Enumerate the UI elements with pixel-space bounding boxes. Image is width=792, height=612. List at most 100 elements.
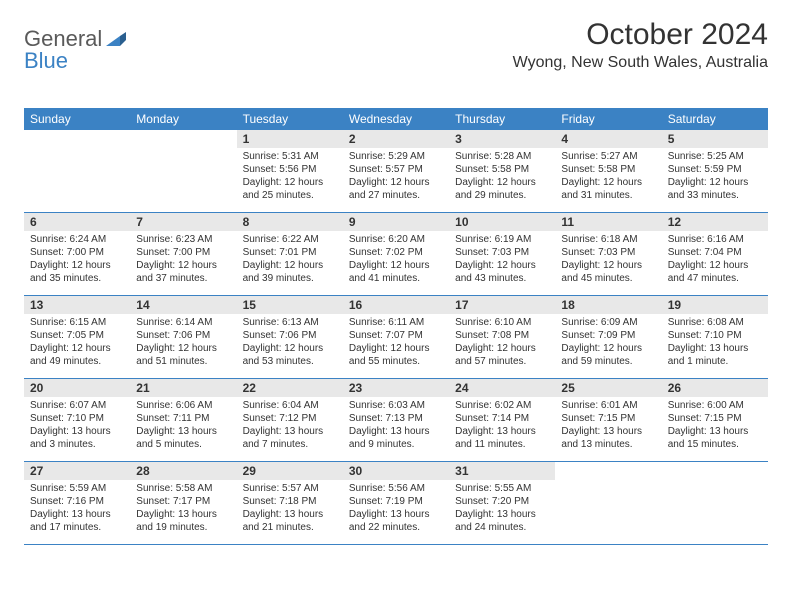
day-content: Sunrise: 6:11 AMSunset: 7:07 PMDaylight:… bbox=[343, 314, 449, 372]
sunrise-line: Sunrise: 6:14 AM bbox=[136, 316, 230, 329]
sunset-line: Sunset: 7:03 PM bbox=[455, 246, 549, 259]
day-content: Sunrise: 5:58 AMSunset: 7:17 PMDaylight:… bbox=[130, 480, 236, 538]
day-number: 16 bbox=[343, 296, 449, 314]
day-number: 19 bbox=[662, 296, 768, 314]
week-row: 13Sunrise: 6:15 AMSunset: 7:05 PMDayligh… bbox=[24, 296, 768, 379]
day-content: Sunrise: 6:01 AMSunset: 7:15 PMDaylight:… bbox=[555, 397, 661, 455]
sunrise-line: Sunrise: 5:58 AM bbox=[136, 482, 230, 495]
sunrise-line: Sunrise: 5:31 AM bbox=[243, 150, 337, 163]
logo-text-blue: Blue bbox=[24, 48, 68, 73]
sunrise-line: Sunrise: 5:27 AM bbox=[561, 150, 655, 163]
daylight-line: Daylight: 12 hours and 59 minutes. bbox=[561, 342, 655, 368]
day-cell: 15Sunrise: 6:13 AMSunset: 7:06 PMDayligh… bbox=[237, 296, 343, 378]
day-cell: 16Sunrise: 6:11 AMSunset: 7:07 PMDayligh… bbox=[343, 296, 449, 378]
sunrise-line: Sunrise: 6:03 AM bbox=[349, 399, 443, 412]
day-number: 20 bbox=[24, 379, 130, 397]
week-row: 1Sunrise: 5:31 AMSunset: 5:56 PMDaylight… bbox=[24, 130, 768, 213]
sunrise-line: Sunrise: 6:01 AM bbox=[561, 399, 655, 412]
day-number: 27 bbox=[24, 462, 130, 480]
day-content: Sunrise: 6:04 AMSunset: 7:12 PMDaylight:… bbox=[237, 397, 343, 455]
sunset-line: Sunset: 5:58 PM bbox=[455, 163, 549, 176]
day-header: Wednesday bbox=[343, 108, 449, 130]
daylight-line: Daylight: 12 hours and 41 minutes. bbox=[349, 259, 443, 285]
week-row: 27Sunrise: 5:59 AMSunset: 7:16 PMDayligh… bbox=[24, 462, 768, 545]
day-number: 22 bbox=[237, 379, 343, 397]
day-cell: 24Sunrise: 6:02 AMSunset: 7:14 PMDayligh… bbox=[449, 379, 555, 461]
day-cell bbox=[24, 130, 130, 212]
day-cell: 20Sunrise: 6:07 AMSunset: 7:10 PMDayligh… bbox=[24, 379, 130, 461]
daylight-line: Daylight: 12 hours and 51 minutes. bbox=[136, 342, 230, 368]
daylight-line: Daylight: 12 hours and 35 minutes. bbox=[30, 259, 124, 285]
daylight-line: Daylight: 12 hours and 25 minutes. bbox=[243, 176, 337, 202]
daylight-line: Daylight: 13 hours and 3 minutes. bbox=[30, 425, 124, 451]
day-cell: 17Sunrise: 6:10 AMSunset: 7:08 PMDayligh… bbox=[449, 296, 555, 378]
day-cell: 1 Sunrise: 5:31 AMSunset: 5:56 PMDaylight… bbox=[237, 130, 343, 212]
sunrise-line: Sunrise: 6:07 AM bbox=[30, 399, 124, 412]
day-cell: 11Sunrise: 6:18 AMSunset: 7:03 PMDayligh… bbox=[555, 213, 661, 295]
day-number: 17 bbox=[449, 296, 555, 314]
sunset-line: Sunset: 7:06 PM bbox=[243, 329, 337, 342]
title-block: October 2024 Wyong, New South Wales, Aus… bbox=[513, 18, 768, 72]
sunset-line: Sunset: 5:56 PM bbox=[243, 163, 337, 176]
daylight-line: Daylight: 13 hours and 19 minutes. bbox=[136, 508, 230, 534]
sunrise-line: Sunrise: 6:15 AM bbox=[30, 316, 124, 329]
daylight-line: Daylight: 13 hours and 24 minutes. bbox=[455, 508, 549, 534]
day-number: 25 bbox=[555, 379, 661, 397]
day-cell: 13Sunrise: 6:15 AMSunset: 7:05 PMDayligh… bbox=[24, 296, 130, 378]
sunset-line: Sunset: 7:00 PM bbox=[30, 246, 124, 259]
day-cell: 30Sunrise: 5:56 AMSunset: 7:19 PMDayligh… bbox=[343, 462, 449, 544]
day-cell: 31 Sunrise: 5:55 AMSunset: 7:20 PMDayligh… bbox=[449, 462, 555, 544]
day-cell: 14Sunrise: 6:14 AMSunset: 7:06 PMDayligh… bbox=[130, 296, 236, 378]
sunset-line: Sunset: 5:58 PM bbox=[561, 163, 655, 176]
sunset-line: Sunset: 7:10 PM bbox=[668, 329, 762, 342]
sunset-line: Sunset: 7:08 PM bbox=[455, 329, 549, 342]
day-content: Sunrise: 5:28 AMSunset: 5:58 PMDaylight:… bbox=[449, 148, 555, 206]
sunset-line: Sunset: 7:13 PM bbox=[349, 412, 443, 425]
day-cell: 8Sunrise: 6:22 AMSunset: 7:01 PMDaylight… bbox=[237, 213, 343, 295]
sunrise-line: Sunrise: 5:57 AM bbox=[243, 482, 337, 495]
day-content: Sunrise: 6:00 AMSunset: 7:15 PMDaylight:… bbox=[662, 397, 768, 455]
daylight-line: Daylight: 12 hours and 49 minutes. bbox=[30, 342, 124, 368]
sunrise-line: Sunrise: 6:20 AM bbox=[349, 233, 443, 246]
day-number: 13 bbox=[24, 296, 130, 314]
day-cell: 2Sunrise: 5:29 AMSunset: 5:57 PMDaylight… bbox=[343, 130, 449, 212]
daylight-line: Daylight: 13 hours and 22 minutes. bbox=[349, 508, 443, 534]
day-number: 12 bbox=[662, 213, 768, 231]
sunrise-line: Sunrise: 6:06 AM bbox=[136, 399, 230, 412]
day-number: 21 bbox=[130, 379, 236, 397]
day-cell: 4Sunrise: 5:27 AMSunset: 5:58 PMDaylight… bbox=[555, 130, 661, 212]
sunset-line: Sunset: 5:57 PM bbox=[349, 163, 443, 176]
day-content: Sunrise: 6:22 AMSunset: 7:01 PMDaylight:… bbox=[237, 231, 343, 289]
sunset-line: Sunset: 7:09 PM bbox=[561, 329, 655, 342]
sunset-line: Sunset: 7:00 PM bbox=[136, 246, 230, 259]
day-content: Sunrise: 6:20 AMSunset: 7:02 PMDaylight:… bbox=[343, 231, 449, 289]
day-number: 2 bbox=[343, 130, 449, 148]
day-content: Sunrise: 5:59 AMSunset: 7:16 PMDaylight:… bbox=[24, 480, 130, 538]
sunrise-line: Sunrise: 6:10 AM bbox=[455, 316, 549, 329]
day-header: Friday bbox=[555, 108, 661, 130]
day-cell: 18Sunrise: 6:09 AMSunset: 7:09 PMDayligh… bbox=[555, 296, 661, 378]
sunrise-line: Sunrise: 6:24 AM bbox=[30, 233, 124, 246]
day-cell: 3Sunrise: 5:28 AMSunset: 5:58 PMDaylight… bbox=[449, 130, 555, 212]
sunrise-line: Sunrise: 5:59 AM bbox=[30, 482, 124, 495]
daylight-line: Daylight: 13 hours and 1 minute. bbox=[668, 342, 762, 368]
day-content: Sunrise: 6:09 AMSunset: 7:09 PMDaylight:… bbox=[555, 314, 661, 372]
sunset-line: Sunset: 5:59 PM bbox=[668, 163, 762, 176]
day-number: 10 bbox=[449, 213, 555, 231]
sunset-line: Sunset: 7:19 PM bbox=[349, 495, 443, 508]
month-title: October 2024 bbox=[513, 18, 768, 52]
day-content: Sunrise: 6:14 AMSunset: 7:06 PMDaylight:… bbox=[130, 314, 236, 372]
day-number: 1 bbox=[237, 130, 343, 148]
calendar: SundayMondayTuesdayWednesdayThursdayFrid… bbox=[24, 108, 768, 545]
sunset-line: Sunset: 7:20 PM bbox=[455, 495, 549, 508]
day-cell: 5Sunrise: 5:25 AMSunset: 5:59 PMDaylight… bbox=[662, 130, 768, 212]
sunrise-line: Sunrise: 5:55 AM bbox=[455, 482, 549, 495]
daylight-line: Daylight: 13 hours and 21 minutes. bbox=[243, 508, 337, 534]
sunset-line: Sunset: 7:16 PM bbox=[30, 495, 124, 508]
daylight-line: Daylight: 12 hours and 29 minutes. bbox=[455, 176, 549, 202]
day-number: 6 bbox=[24, 213, 130, 231]
sunset-line: Sunset: 7:01 PM bbox=[243, 246, 337, 259]
sunset-line: Sunset: 7:17 PM bbox=[136, 495, 230, 508]
day-number: 31 bbox=[449, 462, 555, 480]
day-content: Sunrise: 6:23 AMSunset: 7:00 PMDaylight:… bbox=[130, 231, 236, 289]
